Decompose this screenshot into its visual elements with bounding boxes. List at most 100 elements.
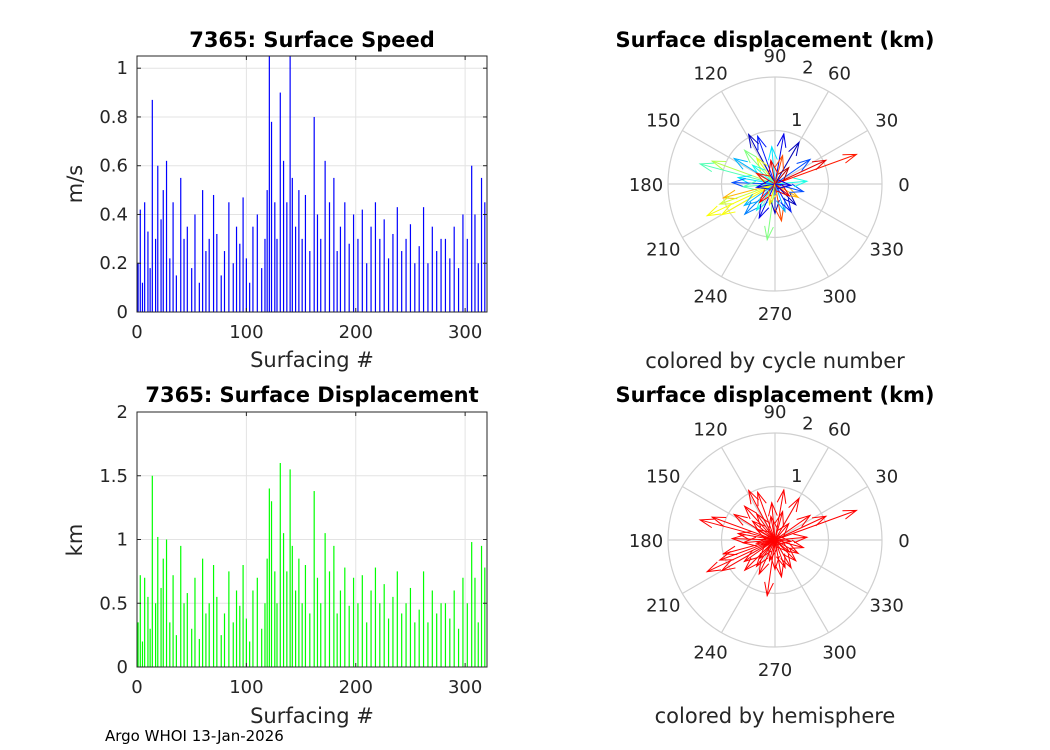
polar-hemisphere-vector — [774, 488, 787, 541]
displacement-bar — [480, 545, 483, 667]
speed-bar — [169, 258, 171, 312]
displacement-bar — [336, 613, 338, 667]
polar-cycle-vector — [774, 153, 858, 185]
displacement-bar — [183, 603, 185, 667]
polar-displacement-hemisphere-chart: Surface displacement (km) 0 30 60 90 120 150 1… — [615, 383, 934, 728]
speed-bar — [261, 268, 263, 312]
polar-hemisphere-vector — [774, 509, 858, 541]
polar-hemisphere-vector — [755, 528, 776, 541]
speed-bar — [249, 282, 251, 312]
polar-cycle-angle-label: 150 — [646, 111, 680, 132]
speed-bar — [137, 263, 139, 312]
polar-cycle-vector — [705, 183, 776, 217]
speed-bar — [344, 202, 346, 312]
speed-bar — [245, 258, 247, 312]
polar-hemisphere-angle-label: 30 — [875, 467, 898, 488]
speed-bar — [186, 226, 188, 312]
speed-bar — [333, 177, 335, 312]
displacement-bar — [474, 577, 476, 667]
polar-cycle-angle-label: 270 — [758, 304, 792, 325]
speed-bar — [336, 251, 338, 312]
polar-cycle-vector — [774, 140, 800, 185]
displacement-bar — [180, 545, 182, 667]
polar-cycle-vector — [757, 134, 776, 185]
speed-bar — [157, 165, 159, 312]
displacement-bar — [466, 603, 468, 667]
polar-cycle-angle-label: 90 — [764, 46, 787, 67]
speed-bar — [151, 99, 153, 312]
polar-cycle-vector — [774, 166, 790, 185]
polar-hemisphere-vector — [743, 539, 776, 563]
polar-cycle-vector — [747, 132, 776, 185]
polar-cycle-subtitle: colored by cycle number — [645, 349, 905, 373]
displacement-bar — [162, 558, 164, 667]
speed-bar — [324, 160, 326, 312]
displacement-x-tick-label: 200 — [339, 677, 373, 698]
polar-cycle-angle-label: 30 — [875, 111, 898, 132]
speed-bar — [357, 238, 359, 312]
speed-bar — [144, 202, 146, 312]
polar-cycle-vector — [764, 183, 776, 242]
displacement-bar — [266, 558, 268, 667]
speed-bar — [274, 202, 276, 312]
speed-x-tick-label: 100 — [229, 322, 263, 343]
polar-cycle-vector — [774, 183, 791, 198]
displacement-bar — [282, 533, 285, 667]
speed-bar — [392, 233, 394, 312]
displacement-bar — [471, 542, 473, 667]
polar-hemisphere-vector — [758, 539, 776, 576]
polar-cycle-vector — [774, 158, 812, 185]
displacement-bar — [279, 463, 281, 667]
displacement-bar — [316, 577, 319, 667]
displacement-y-tick-label: 0.5 — [99, 593, 128, 614]
speed-bar — [264, 238, 266, 312]
speed-bar — [301, 238, 303, 312]
displacement-bar — [198, 638, 200, 667]
displacement-bar — [333, 545, 335, 667]
polar-hemisphere-vector — [758, 539, 776, 560]
speed-bar — [149, 268, 151, 312]
displacement-bar — [212, 565, 215, 667]
polar-cycle-vector — [718, 183, 776, 205]
displacement-bar — [298, 558, 300, 667]
polar-hemisphere-vector — [764, 539, 776, 598]
polar-hemisphere-vector — [774, 522, 790, 541]
polar-hemisphere-vector — [774, 510, 784, 541]
displacement-bar — [175, 635, 177, 667]
displacement-bar — [223, 613, 226, 667]
displacement-bar — [328, 571, 331, 667]
polar-cycle-angle-label: 210 — [646, 240, 680, 261]
polar-hemisphere-angle-label: 120 — [693, 419, 727, 440]
speed-bar — [242, 197, 244, 312]
displacement-bar — [324, 533, 326, 667]
speed-bar — [160, 219, 162, 312]
displacement-bar — [147, 596, 149, 667]
speed-bar — [418, 246, 420, 312]
speed-bar — [484, 202, 486, 312]
displacement-bar — [268, 488, 270, 667]
displacement-bar — [220, 635, 222, 667]
displacement-bar — [422, 571, 425, 667]
displacement-x-tick-label: 300 — [448, 677, 482, 698]
displacement-bar — [414, 622, 416, 667]
displacement-bar — [144, 577, 146, 667]
displacement-y-axis-label: km — [63, 524, 87, 557]
speed-y-tick-label: 1 — [117, 58, 128, 79]
polar-hemisphere-angle-label: 240 — [693, 643, 727, 664]
displacement-y-tick-label: 0 — [117, 657, 128, 678]
speed-bar — [183, 238, 185, 312]
speed-bar — [316, 214, 319, 312]
speed-bar — [414, 263, 416, 312]
surface-speed-chart: 7365: Surface Speed 0 100 200 300 0 0.2 0.4 0.6… — [63, 28, 488, 372]
speed-bar — [422, 207, 425, 312]
polar-cycle-angle-label: 330 — [870, 240, 904, 261]
polar-cycle-vector — [758, 183, 776, 220]
polar-cycle-vector — [710, 160, 776, 185]
displacement-bar — [352, 577, 355, 667]
displacement-bar — [427, 622, 429, 667]
displacement-bar — [205, 613, 207, 667]
polar-cycle-vector — [774, 179, 793, 190]
displacement-bar — [194, 577, 196, 667]
displacement-y-tick-label: 1.5 — [99, 466, 128, 487]
